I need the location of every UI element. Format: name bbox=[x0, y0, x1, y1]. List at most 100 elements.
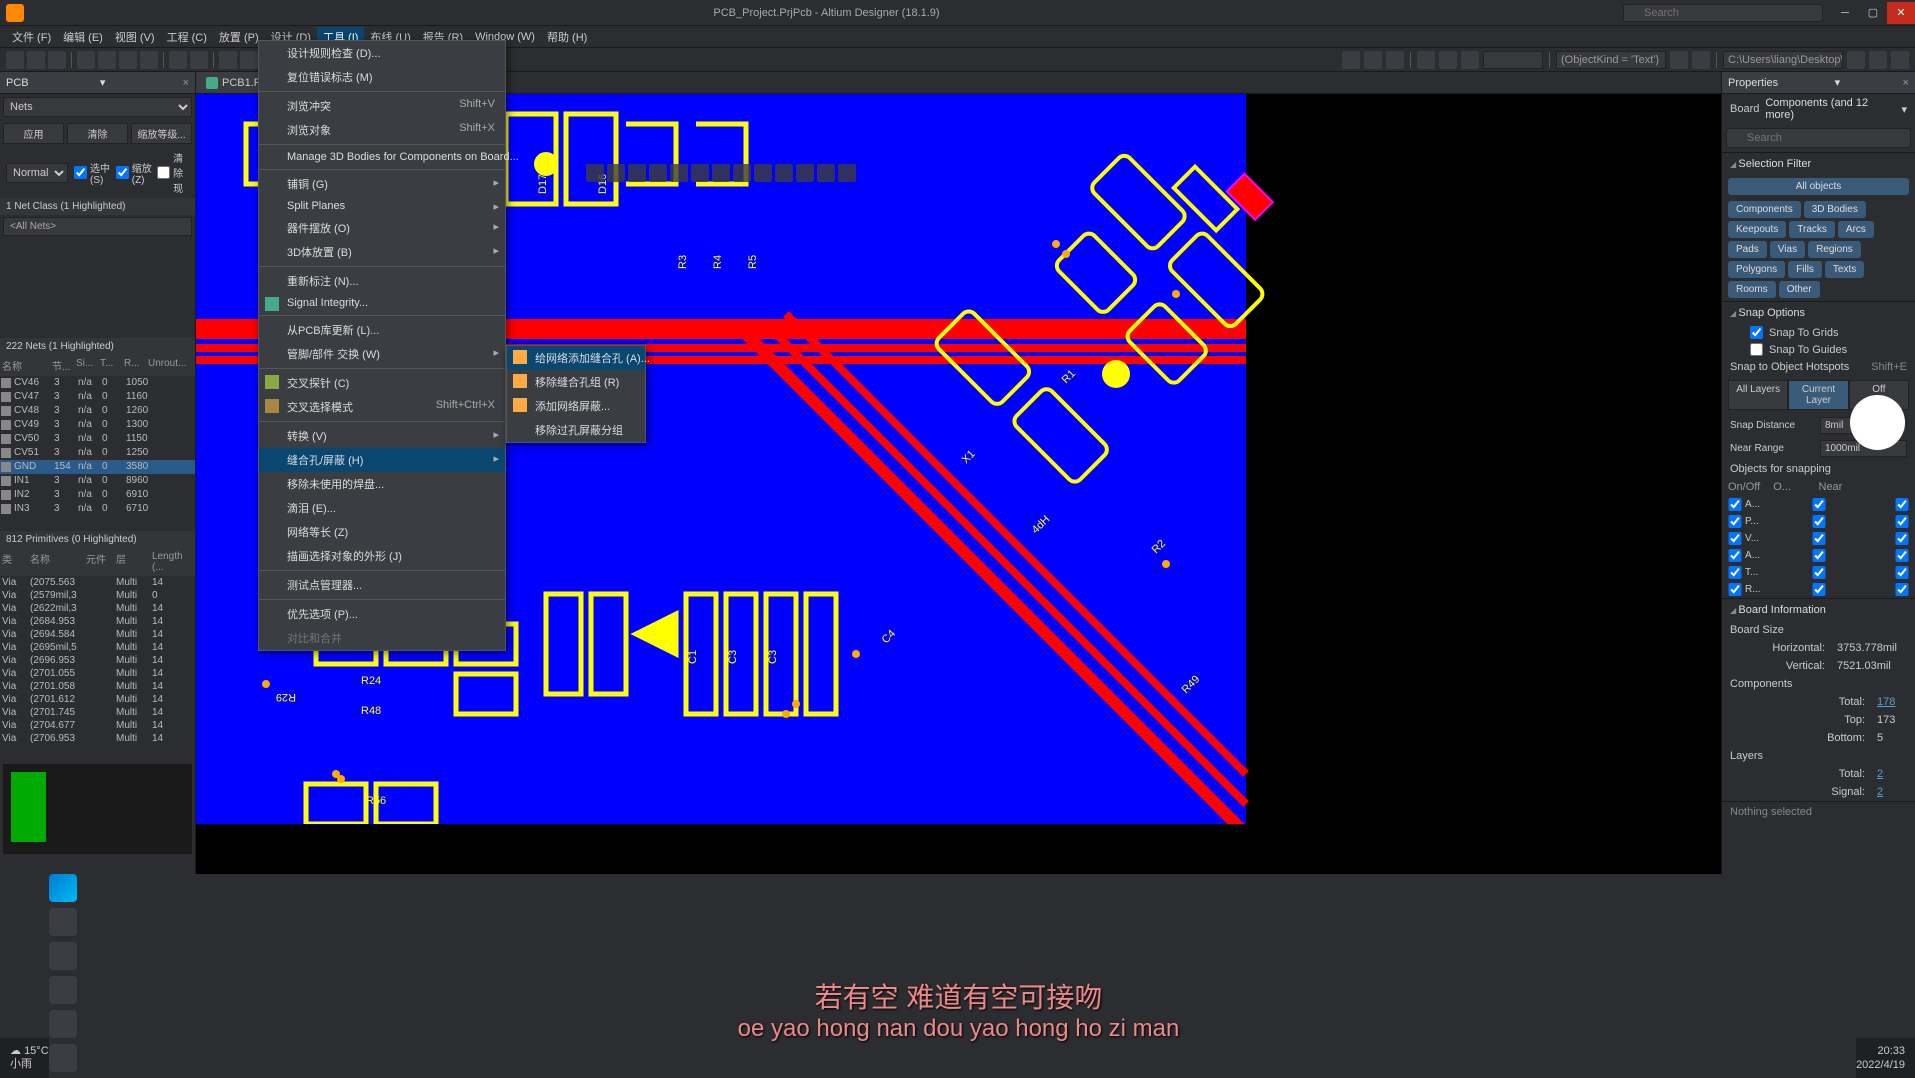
pill-all[interactable]: All objects bbox=[1728, 178, 1909, 195]
toolbar-icon[interactable] bbox=[98, 51, 116, 69]
apply-button[interactable]: 应用 bbox=[3, 123, 64, 144]
toolbar-icon[interactable] bbox=[1439, 51, 1457, 69]
canvas-tool-icon[interactable] bbox=[607, 164, 625, 182]
canvas-tool-icon[interactable] bbox=[838, 164, 856, 182]
menu-item[interactable]: 器件摆放 (O)▸ bbox=[259, 216, 505, 240]
path-field[interactable]: C:\Users\liang\Desktop\ bbox=[1723, 51, 1843, 69]
close-icon[interactable]: × bbox=[1903, 77, 1909, 89]
menu-item[interactable]: 优先选项 (P)... bbox=[259, 602, 505, 626]
prim-row[interactable]: Via(2622mil,3 Multi14 bbox=[0, 602, 195, 615]
menu-item[interactable]: 测试点管理器... bbox=[259, 573, 505, 597]
canvas-tool-icon[interactable] bbox=[754, 164, 772, 182]
toolbar-icon[interactable] bbox=[1342, 51, 1360, 69]
menu-3[interactable]: 工程 (C) bbox=[161, 27, 213, 47]
canvas-tool-icon[interactable] bbox=[628, 164, 646, 182]
prop-search[interactable] bbox=[1726, 128, 1911, 148]
prim-row[interactable]: Via(2694.584 Multi14 bbox=[0, 628, 195, 641]
taskbar-icon[interactable] bbox=[49, 942, 77, 970]
net-row[interactable]: IN23n/a06910 bbox=[0, 488, 195, 502]
toolbar-icon[interactable] bbox=[1386, 51, 1404, 69]
menu-item[interactable]: 滴泪 (E)... bbox=[259, 496, 505, 520]
close-icon[interactable]: × bbox=[183, 77, 189, 89]
menu-item[interactable]: 移除未使用的焊盘... bbox=[259, 472, 505, 496]
netclass-item[interactable]: <All Nets> bbox=[3, 217, 192, 236]
submenu-item[interactable]: 移除缝合孔组 (R) bbox=[507, 370, 645, 394]
prim-row[interactable]: Via(2701.058 Multi14 bbox=[0, 680, 195, 693]
menu-item[interactable]: 从PCB库更新 (L)... bbox=[259, 318, 505, 342]
filter-pill[interactable]: Components bbox=[1728, 201, 1801, 218]
global-search[interactable] bbox=[1623, 4, 1823, 22]
taskbar-icon[interactable] bbox=[49, 1010, 77, 1038]
chk-zoom[interactable] bbox=[116, 166, 129, 179]
toolbar-icon[interactable] bbox=[1461, 51, 1479, 69]
canvas-tool-icon[interactable] bbox=[712, 164, 730, 182]
net-row[interactable]: CV513n/a01250 bbox=[0, 446, 195, 460]
canvas-tool-icon[interactable] bbox=[670, 164, 688, 182]
canvas-tool-icon[interactable] bbox=[817, 164, 835, 182]
canvas-tool-icon[interactable] bbox=[733, 164, 751, 182]
toolbar-icon[interactable] bbox=[27, 51, 45, 69]
toolbar-icon[interactable] bbox=[169, 51, 187, 69]
pin-icon[interactable]: ▾ bbox=[1835, 76, 1841, 89]
nets-list[interactable]: CV463n/a01050CV473n/a01160CV483n/a01260C… bbox=[0, 376, 195, 531]
section-boardinfo[interactable]: Board Information bbox=[1722, 598, 1915, 621]
menu-item[interactable]: 交叉选择模式Shift+Ctrl+X bbox=[259, 395, 505, 419]
filter-pill[interactable]: Keepouts bbox=[1728, 221, 1786, 238]
filter-pill[interactable]: 3D Bodies bbox=[1804, 201, 1866, 218]
net-row[interactable]: GND154n/a03580 bbox=[0, 460, 195, 474]
maximize-button[interactable]: ▢ bbox=[1859, 2, 1887, 24]
clear-button[interactable]: 清除 bbox=[67, 123, 128, 144]
net-row[interactable]: IN13n/a08960 bbox=[0, 474, 195, 488]
prim-row[interactable]: Via(2706.953 Multi14 bbox=[0, 732, 195, 745]
submenu-item[interactable]: 移除过孔屏蔽分组 bbox=[507, 418, 645, 442]
prim-row[interactable]: Via(2704.677 Multi14 bbox=[0, 719, 195, 732]
chk-snap-grids[interactable] bbox=[1750, 326, 1763, 339]
filter-pill[interactable]: Rooms bbox=[1728, 281, 1776, 298]
menu-item[interactable]: 3D体放置 (B)▸ bbox=[259, 240, 505, 264]
toolbar-icon[interactable] bbox=[240, 51, 258, 69]
filter-pill[interactable]: Arcs bbox=[1838, 221, 1874, 238]
prim-row[interactable]: Via(2701.612 Multi14 bbox=[0, 693, 195, 706]
prim-row[interactable]: Via(2075.563 Multi14 bbox=[0, 576, 195, 589]
menu-item[interactable]: 设计规则检查 (D)... bbox=[259, 41, 505, 65]
filter-pill[interactable]: Tracks bbox=[1789, 221, 1835, 238]
menu-item[interactable]: 浏览对象Shift+X bbox=[259, 118, 505, 142]
menu-item[interactable]: 网络等长 (Z) bbox=[259, 520, 505, 544]
taskbar-icon[interactable] bbox=[49, 1044, 77, 1072]
menu-item[interactable]: 铺铜 (G)▸ bbox=[259, 172, 505, 196]
toolbar-icon[interactable] bbox=[1847, 51, 1865, 69]
menu-item[interactable]: 交叉探针 (C) bbox=[259, 371, 505, 395]
toolbar-icon[interactable] bbox=[6, 51, 24, 69]
toolbar-icon[interactable] bbox=[1869, 51, 1887, 69]
filter-pill[interactable]: Pads bbox=[1728, 241, 1767, 258]
toolbar-icon[interactable] bbox=[1364, 51, 1382, 69]
toolbar-icon[interactable] bbox=[140, 51, 158, 69]
section-snap[interactable]: Snap Options bbox=[1722, 301, 1915, 324]
prims-list[interactable]: Via(2075.563 Multi14Via(2579mil,3 Multi0… bbox=[0, 576, 195, 761]
canvas-tool-icon[interactable] bbox=[586, 164, 604, 182]
canvas-tool-icon[interactable] bbox=[691, 164, 709, 182]
normal-select[interactable]: Normal bbox=[6, 163, 68, 183]
menu-item[interactable]: 重新标注 (N)... bbox=[259, 269, 505, 293]
filter-icon[interactable]: ▾ bbox=[1901, 103, 1907, 116]
prim-row[interactable]: Via(2696.953 Multi14 bbox=[0, 654, 195, 667]
menu-item[interactable]: 转换 (V)▸ bbox=[259, 424, 505, 448]
weather-widget[interactable]: ☁ 15°C小雨 bbox=[10, 1045, 49, 1071]
menu-item[interactable]: 管脚/部件 交换 (W)▸ bbox=[259, 342, 505, 366]
net-row[interactable]: CV483n/a01260 bbox=[0, 404, 195, 418]
toolbar-icon[interactable] bbox=[48, 51, 66, 69]
taskbar[interactable]: ☁ 15°C小雨 20:332022/4/19 bbox=[0, 1038, 1915, 1078]
seg-btn[interactable]: Current Layer bbox=[1788, 380, 1848, 410]
filter-pill[interactable]: Texts bbox=[1825, 261, 1864, 278]
prim-row[interactable]: Via(2695mil,5 Multi14 bbox=[0, 641, 195, 654]
toolbar-icon[interactable] bbox=[190, 51, 208, 69]
ltotal-link[interactable]: 2 bbox=[1877, 768, 1907, 780]
net-row[interactable]: CV493n/a01300 bbox=[0, 418, 195, 432]
toolbar-icon[interactable] bbox=[1692, 51, 1710, 69]
mode-select[interactable]: Nets bbox=[3, 97, 192, 117]
pin-icon[interactable]: ▾ bbox=[100, 76, 106, 89]
prim-row[interactable]: Via(2684.953 Multi14 bbox=[0, 615, 195, 628]
net-row[interactable]: CV463n/a01050 bbox=[0, 376, 195, 390]
canvas-tool-icon[interactable] bbox=[649, 164, 667, 182]
menu-item[interactable]: Signal Integrity... bbox=[259, 293, 505, 313]
